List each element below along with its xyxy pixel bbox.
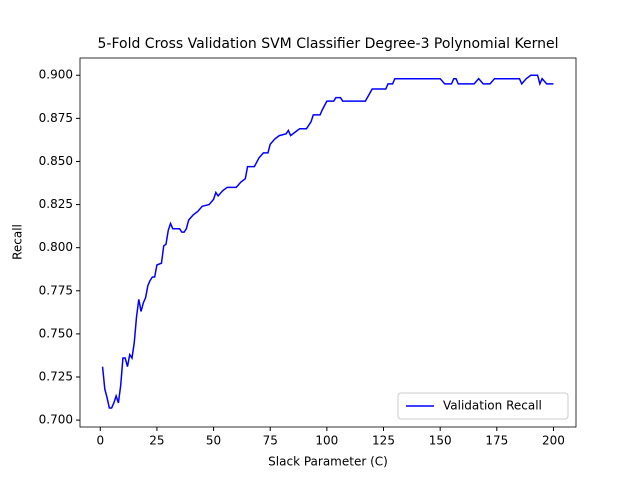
y-tick-label: 0.850 xyxy=(39,154,73,168)
x-axis-label: Slack Parameter (C) xyxy=(268,455,388,469)
x-tick-label: 125 xyxy=(372,434,395,448)
legend-label: Validation Recall xyxy=(443,399,542,413)
legend-box xyxy=(397,392,569,420)
y-axis-label: Recall xyxy=(11,224,25,260)
x-tick-label: 0 xyxy=(96,434,104,448)
plot-frame xyxy=(79,57,577,428)
x-tick-label: 25 xyxy=(149,434,164,448)
chart-title: 5-Fold Cross Validation SVM Classifier D… xyxy=(98,36,559,52)
x-tick-label: 75 xyxy=(263,434,278,448)
y-tick-label: 0.700 xyxy=(39,413,73,427)
y-tick-label: 0.800 xyxy=(39,240,73,254)
y-tick-label: 0.875 xyxy=(39,111,73,125)
x-tick-label: 175 xyxy=(485,434,508,448)
x-tick-label: 100 xyxy=(315,434,338,448)
y-tick-label: 0.825 xyxy=(39,197,73,211)
data-line xyxy=(101,74,554,409)
x-tick-label: 50 xyxy=(206,434,221,448)
y-tick-label: 0.900 xyxy=(39,68,73,82)
y-tick-label: 0.750 xyxy=(39,326,73,340)
y-tick-label: 0.725 xyxy=(39,369,73,383)
x-tick-label: 200 xyxy=(542,434,565,448)
y-tick-label: 0.775 xyxy=(39,283,73,297)
x-tick-label: 150 xyxy=(429,434,452,448)
